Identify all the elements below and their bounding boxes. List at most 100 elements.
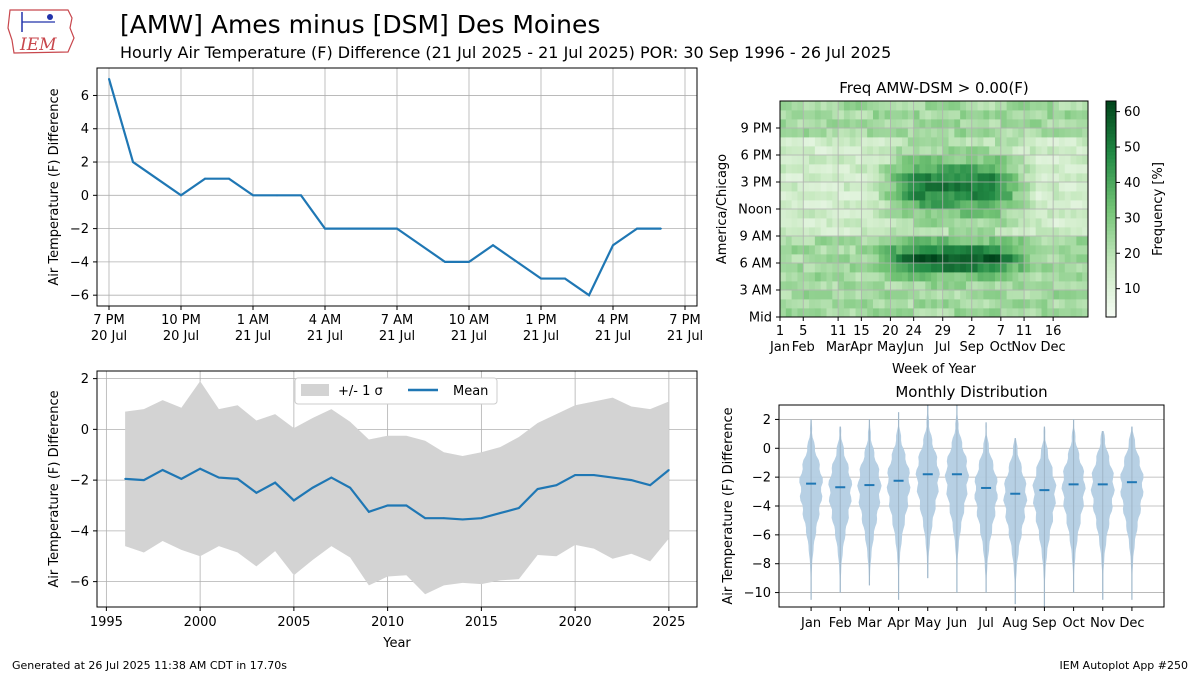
mean-point [536, 488, 539, 490]
x-axis-label: Year [382, 636, 411, 651]
tick-label-x-month: Feb [792, 340, 815, 355]
heatmap-cell [896, 164, 903, 174]
tick-label-y: 3 PM [741, 176, 772, 191]
heatmap-cell [907, 137, 915, 147]
data-point [300, 194, 302, 197]
mean-point [330, 476, 333, 479]
heatmap-cell [942, 155, 949, 165]
heatmap-cell [797, 155, 804, 165]
heatmap-cell [995, 119, 1002, 129]
heatmap-cell [989, 218, 996, 228]
heatmap-cell [931, 308, 938, 318]
heatmap-cell [965, 146, 973, 156]
tick-label-y: 6 AM [739, 257, 772, 272]
heatmap-cell [780, 245, 787, 255]
heatmap-cell [791, 227, 798, 237]
heatmap-cell [855, 155, 862, 165]
heatmap-cell [890, 227, 897, 237]
heatmap-cell [809, 218, 816, 228]
heatmap-cell [954, 209, 961, 219]
heatmap-cell [1029, 272, 1037, 282]
heatmap-cell [971, 290, 978, 300]
heatmap-cell [884, 200, 891, 210]
heatmap-cell [838, 191, 845, 201]
heatmap-cell [965, 236, 973, 246]
heatmap-cell [1006, 299, 1013, 309]
heatmap-cell [867, 254, 874, 264]
heatmap-cell [913, 209, 920, 219]
colorbar-segment [1106, 223, 1116, 228]
mean-point [386, 504, 389, 507]
heatmap-cell [954, 182, 961, 192]
heatmap-cell [948, 281, 955, 291]
tick-label-x: 2010 [371, 615, 404, 630]
colorbar-tick-label: 10 [1124, 282, 1141, 297]
colorbar-segment [1106, 137, 1116, 142]
heatmap-cell [896, 272, 903, 282]
heatmap-cell [971, 173, 978, 183]
tick-label-month: Oct [1062, 616, 1084, 631]
tick-label-x-month: Nov [1011, 340, 1037, 355]
heatmap-cell [826, 254, 833, 264]
heatmap-cell [1047, 254, 1054, 264]
heatmap-cell [797, 164, 804, 174]
colorbar-segment [1106, 133, 1116, 138]
heatmap-cell [1035, 137, 1042, 147]
heatmap-cell [913, 236, 920, 246]
heatmap-cell [814, 200, 822, 210]
tick-label-x-month: Jul [934, 340, 951, 355]
heatmap-cell [1041, 110, 1048, 120]
heatmap-cell [849, 245, 856, 255]
heatmap-cell [1000, 146, 1008, 156]
heatmap-cell [931, 200, 938, 210]
colorbar-segment [1106, 126, 1116, 131]
heatmap-cell [1024, 245, 1031, 255]
heatmap-cell [1064, 110, 1071, 120]
heatmap-cell [820, 128, 827, 138]
plot-frame [96, 370, 698, 608]
heatmap-cell [960, 299, 967, 309]
data-point [444, 260, 446, 263]
heatmap-cell [797, 254, 804, 264]
heatmap-cell [965, 272, 973, 282]
tick-label-month: Sep [1032, 616, 1057, 631]
mean-point [592, 474, 595, 476]
heatmap-cell [791, 101, 798, 111]
tick-label-y: 6 [81, 89, 89, 104]
colorbar-label: Frequency [%] [1151, 162, 1166, 256]
heatmap-cell [1035, 308, 1042, 318]
heatmap-cell [1064, 299, 1071, 309]
heatmap-cell [785, 290, 793, 300]
heatmap-cell [995, 137, 1002, 147]
heatmap-cell [1018, 299, 1025, 309]
heatmap-cell [1064, 101, 1071, 111]
heatmap-cell [902, 137, 909, 147]
heatmap-cell [855, 218, 862, 228]
heatmap-cell [1053, 200, 1060, 210]
heatmap-cell [1058, 263, 1066, 273]
heatmap-cell [1041, 272, 1048, 282]
heatmap-cell [843, 209, 851, 219]
heatmap-cell [983, 254, 990, 264]
heatmap-cell [1000, 236, 1008, 246]
heatmap-cell [1053, 110, 1060, 120]
heatmap-cell [838, 281, 845, 291]
heatmap-cell [1000, 209, 1008, 219]
heatmap-cell [843, 155, 851, 165]
heatmap-cell [1018, 137, 1025, 147]
heatmap-cell [878, 209, 886, 219]
heatmap-cell [960, 272, 967, 282]
tick-label-y: 4 [81, 122, 89, 137]
heatmap-cell [849, 137, 856, 147]
heatmap-cell [814, 146, 822, 156]
heatmap-cell [867, 164, 874, 174]
heatmap-cell [872, 308, 880, 318]
heatmap-cell [919, 101, 926, 111]
heatmap-cell [878, 164, 886, 174]
heatmap-cell [803, 254, 810, 264]
heatmap-cell [1024, 236, 1031, 246]
data-point [516, 260, 518, 263]
heatmap-cell [1000, 272, 1008, 282]
heatmap-cell [948, 236, 955, 246]
